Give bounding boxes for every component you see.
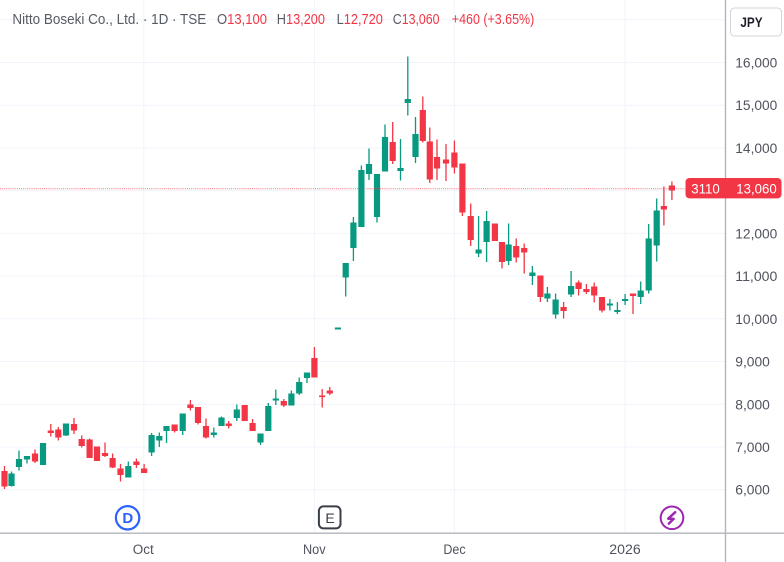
svg-text:16,000: 16,000 xyxy=(735,56,777,72)
svg-text:15,000: 15,000 xyxy=(735,98,777,114)
svg-text:8,000: 8,000 xyxy=(735,397,770,413)
svg-text:Nov: Nov xyxy=(303,542,326,558)
svg-text:+460 (+3.65%): +460 (+3.65%) xyxy=(452,12,535,28)
svg-text:11,000: 11,000 xyxy=(735,269,777,285)
svg-text:6,000: 6,000 xyxy=(735,483,770,499)
svg-text:JPY: JPY xyxy=(740,14,763,30)
svg-text:13,060: 13,060 xyxy=(736,182,776,198)
svg-text:E: E xyxy=(325,510,334,526)
svg-text:L12,720: L12,720 xyxy=(337,12,383,28)
svg-text:10,000: 10,000 xyxy=(735,312,777,328)
svg-text:Nitto Boseki Co., Ltd. · 1D ·: Nitto Boseki Co., Ltd. · 1D · TSE xyxy=(12,12,206,28)
svg-text:Dec: Dec xyxy=(443,542,465,558)
svg-text:14,000: 14,000 xyxy=(735,141,777,157)
svg-text:7,000: 7,000 xyxy=(735,440,770,456)
svg-text:H13,200: H13,200 xyxy=(277,12,325,28)
svg-text:3110: 3110 xyxy=(691,182,720,198)
svg-text:12,000: 12,000 xyxy=(735,226,777,242)
svg-text:Oct: Oct xyxy=(133,542,154,558)
svg-text:O13,100: O13,100 xyxy=(217,12,267,28)
svg-text:D: D xyxy=(122,510,133,527)
svg-text:2026: 2026 xyxy=(609,542,641,558)
svg-text:9,000: 9,000 xyxy=(735,355,770,371)
svg-text:C13,060: C13,060 xyxy=(393,12,440,28)
